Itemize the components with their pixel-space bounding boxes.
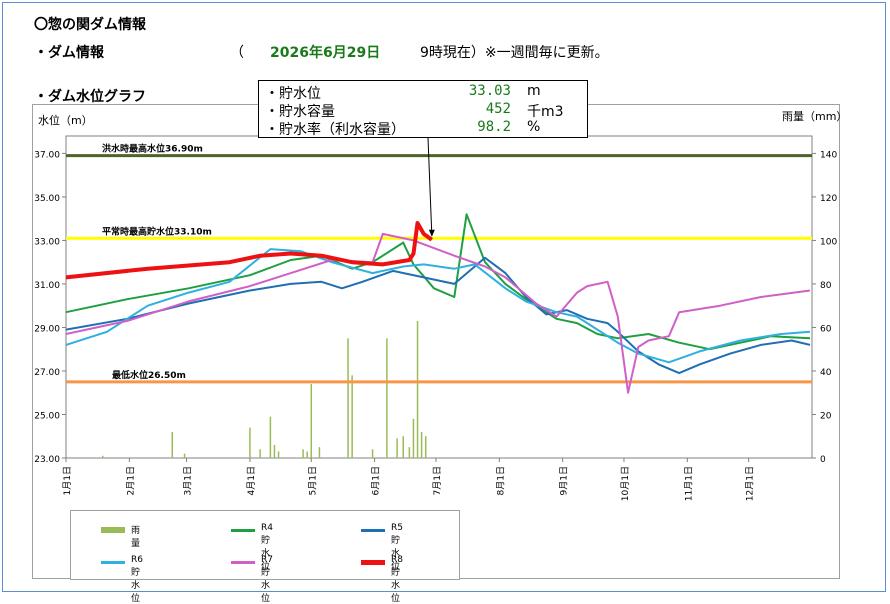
x-tick-label: 8月1日 bbox=[495, 466, 506, 495]
date-open-paren: （ bbox=[230, 45, 244, 61]
x-tick-label: 6月1日 bbox=[371, 466, 382, 495]
y2-tick-label: 40 bbox=[820, 368, 832, 378]
legend-swatch-r6 bbox=[101, 561, 125, 564]
storage-volume-value: 452 bbox=[485, 101, 511, 117]
y-tick-label: 35.00 bbox=[34, 194, 60, 204]
y-tick-label: 31.00 bbox=[34, 281, 60, 291]
storage-level-label: ・貯水位 bbox=[265, 86, 321, 102]
x-tick-label: 12月1日 bbox=[745, 466, 756, 501]
storage-rate-unit: % bbox=[527, 119, 541, 135]
legend-label-r7: R7貯水位 bbox=[261, 555, 273, 604]
series-line bbox=[65, 256, 811, 375]
rainfall-bar bbox=[416, 320, 419, 458]
x-tick-label: 5月1日 bbox=[307, 466, 318, 495]
rainfall-bar bbox=[412, 418, 415, 458]
storage-level-value: 33.03 bbox=[468, 83, 511, 99]
storage-rate-row: ・貯水率（利水容量） 98.2 % bbox=[265, 119, 583, 138]
legend-label-r6: R6貯水位 bbox=[131, 555, 143, 604]
rainfall-bar bbox=[273, 444, 276, 458]
update-date: 2026年6月29日 bbox=[270, 45, 381, 61]
legend-swatch-r7 bbox=[231, 561, 255, 564]
rainfall-bar bbox=[424, 436, 427, 458]
y-tick-label: 25.00 bbox=[34, 411, 60, 421]
rainfall-bar bbox=[396, 438, 398, 458]
y2-tick-label: 0 bbox=[820, 455, 826, 465]
y-tick-label: 23.00 bbox=[34, 455, 60, 465]
legend-swatch-r4 bbox=[231, 529, 255, 532]
x-tick-label: 11月1日 bbox=[683, 466, 694, 501]
rainfall-bar bbox=[102, 455, 104, 458]
rainfall-bar bbox=[408, 447, 411, 458]
rainfall-bar bbox=[277, 451, 280, 458]
rainfall-bar bbox=[171, 431, 174, 458]
page-frame bbox=[2, 2, 886, 592]
current-status-box: ・貯水位 33.03 m ・貯水容量 452 千m3 ・貯水率（利水容量） 98… bbox=[258, 80, 588, 138]
y2-tick-label: 140 bbox=[820, 150, 837, 160]
series-line bbox=[65, 213, 811, 351]
y-tick-label: 29.00 bbox=[34, 324, 60, 334]
reference-line-label: 平常時最高貯水位33.10m bbox=[102, 225, 212, 237]
x-tick-label: 9月1日 bbox=[559, 466, 570, 495]
legend-label-r8: R8貯水位 bbox=[391, 555, 403, 604]
y-axis-title: 水位（m） bbox=[38, 113, 93, 127]
annotation-arrowhead bbox=[428, 229, 435, 237]
y-tick-label: 33.00 bbox=[34, 237, 60, 247]
x-tick-label: 7月1日 bbox=[432, 466, 443, 495]
y2-tick-label: 60 bbox=[820, 324, 832, 334]
y2-tick-label: 120 bbox=[820, 194, 837, 204]
update-time-note: 9時現在）※一週間毎に更新。 bbox=[420, 45, 609, 61]
rainfall-bar bbox=[318, 447, 321, 458]
storage-volume-row: ・貯水容量 452 千m3 bbox=[265, 101, 583, 120]
x-tick-label: 3月1日 bbox=[183, 466, 194, 495]
rainfall-bar bbox=[249, 427, 251, 458]
y2-tick-label: 80 bbox=[820, 281, 832, 291]
y-tick-label: 37.00 bbox=[34, 150, 60, 160]
series-line bbox=[65, 221, 433, 280]
rainfall-bar bbox=[269, 416, 272, 458]
storage-volume-label: ・貯水容量 bbox=[265, 104, 335, 120]
series-line bbox=[65, 232, 811, 394]
rainfall-bar bbox=[347, 338, 349, 458]
storage-level-row: ・貯水位 33.03 m bbox=[265, 83, 583, 102]
x-tick-label: 4月1日 bbox=[246, 466, 257, 495]
rainfall-bar bbox=[183, 453, 186, 458]
rainfall-bar bbox=[351, 375, 353, 458]
y2-tick-label: 20 bbox=[820, 411, 832, 421]
rainfall-bar bbox=[371, 449, 374, 458]
plot-area bbox=[65, 135, 813, 459]
rainfall-bar bbox=[306, 451, 308, 458]
reference-line-label: 最低水位26.50m bbox=[112, 369, 186, 381]
y2-axis-title: 雨量（mm） bbox=[782, 110, 847, 123]
rainfall-bar bbox=[259, 449, 261, 458]
x-tick-label: 1月1日 bbox=[62, 466, 73, 495]
storage-volume-unit: 千m3 bbox=[527, 104, 564, 120]
legend-swatch-rainfall bbox=[101, 527, 125, 533]
rainfall-bar bbox=[420, 431, 423, 458]
x-tick-label: 2月1日 bbox=[125, 466, 136, 495]
legend-label-rainfall: 雨 量 bbox=[131, 526, 141, 549]
page-title: 〇惣の関ダム情報 bbox=[34, 17, 146, 33]
graph-title: ・ダム水位グラフ bbox=[34, 89, 146, 105]
rainfall-bar bbox=[310, 384, 313, 458]
legend-label-r5: R5貯水位 bbox=[391, 523, 403, 572]
dam-info-row: ・ダム情報 （ 2026年6月29日 9時現在）※一週間毎に更新。 bbox=[34, 42, 609, 62]
rainfall-bar bbox=[302, 449, 304, 458]
storage-rate-label: ・貯水率（利水容量） bbox=[265, 122, 405, 138]
y-tick-label: 27.00 bbox=[34, 368, 60, 378]
storage-rate-value: 98.2 bbox=[477, 119, 511, 135]
rainfall-bar bbox=[402, 436, 404, 458]
storage-level-unit: m bbox=[527, 83, 541, 99]
legend-swatch-r5 bbox=[361, 529, 385, 532]
x-tick-label: 10月1日 bbox=[620, 466, 631, 501]
legend-swatch-r8 bbox=[361, 560, 385, 565]
chart-legend: 雨 量 R4貯水位 R5貯水位 R6貯水位 R7貯水位 R8貯水位 bbox=[70, 510, 460, 604]
series-line bbox=[65, 248, 811, 364]
annotation-arrow bbox=[427, 137, 433, 236]
dam-info-label: ・ダム情報 bbox=[34, 45, 104, 61]
reference-line-label: 洪水時最高水位36.90m bbox=[102, 143, 203, 155]
legend-label-r4: R4貯水位 bbox=[261, 523, 273, 572]
y2-tick-label: 100 bbox=[820, 237, 837, 247]
rainfall-bar bbox=[386, 338, 388, 458]
